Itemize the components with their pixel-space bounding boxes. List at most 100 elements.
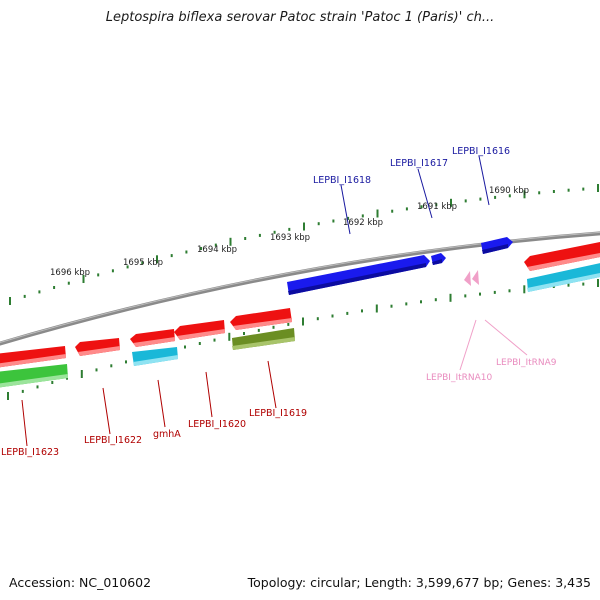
gene-label-LEPBI_I1620[interactable]: LEPBI_I1620 bbox=[188, 419, 246, 430]
scale-tick-minor bbox=[273, 230, 276, 234]
scale-tick-minor bbox=[198, 342, 201, 345]
label-leader bbox=[157, 379, 166, 428]
scale-tick-minor bbox=[125, 360, 127, 364]
gene-label-LEPBI_I1619[interactable]: LEPBI_I1619 bbox=[249, 408, 307, 419]
scale-tick-major bbox=[597, 184, 599, 192]
scale-tick-minor bbox=[21, 389, 24, 393]
scale-tick-minor bbox=[213, 338, 216, 342]
scale-tick-minor bbox=[420, 205, 423, 209]
scale-tick-minor bbox=[272, 325, 275, 329]
scale-tick-minor bbox=[66, 376, 68, 380]
scale-tick-major bbox=[376, 209, 379, 218]
reverse-gene-gmhA[interactable] bbox=[130, 329, 175, 347]
genome-backbone bbox=[0, 231, 600, 346]
trna-arrow-LEPBI_ItRNA10[interactable] bbox=[464, 271, 471, 286]
scale-tick-minor bbox=[243, 332, 245, 335]
scale-tick-minor bbox=[390, 304, 393, 308]
scale-tick-major bbox=[7, 392, 9, 400]
scale-tick-minor bbox=[479, 197, 482, 201]
gene-label-LEPBI_I1622[interactable]: LEPBI_I1622 bbox=[84, 435, 142, 446]
scale-tick-minor bbox=[582, 282, 585, 286]
trna-label-LEPBI_ItRNA9[interactable]: LEPBI_ItRNA9 bbox=[496, 358, 557, 368]
cyan-feature-right-edge[interactable] bbox=[527, 262, 600, 292]
scale-label: 1695 kbp bbox=[123, 258, 163, 268]
scale-tick-minor bbox=[287, 322, 290, 326]
trna-label-LEPBI_ItRNA10[interactable]: LEPBI_ItRNA10 bbox=[426, 373, 493, 383]
scale-tick-major bbox=[450, 198, 452, 207]
scale-tick-minor bbox=[214, 243, 217, 247]
topology-text: Topology: circular; Length: 3,599,677 bp… bbox=[247, 575, 591, 590]
label-leader bbox=[21, 399, 28, 447]
scale-tick-major bbox=[523, 285, 526, 294]
scale-label: 1692 kbp bbox=[343, 218, 383, 228]
gene-label-LEPBI_I1617[interactable]: LEPBI_I1617 bbox=[390, 158, 448, 169]
reverse-gene-LEPBI_I1620[interactable] bbox=[174, 320, 225, 340]
scale-tick-minor bbox=[361, 214, 364, 218]
scale-tick-minor bbox=[391, 209, 394, 213]
scale-tick-minor bbox=[316, 317, 319, 321]
scale-tick-minor bbox=[185, 250, 188, 254]
scale-tick-minor bbox=[110, 364, 113, 368]
label-leader bbox=[459, 319, 477, 371]
scale-tick-minor bbox=[494, 195, 497, 199]
scale-tick-major bbox=[597, 279, 599, 287]
reverse-gene-LEPBI_I1623[interactable] bbox=[0, 346, 66, 368]
scale-tick-minor bbox=[567, 188, 570, 192]
reverse-gene-right-edge[interactable] bbox=[524, 241, 600, 271]
scale-tick-minor bbox=[347, 216, 350, 220]
label-leader bbox=[340, 184, 351, 235]
scale-label: 1694 kbp bbox=[197, 245, 237, 255]
olive-feature[interactable] bbox=[232, 328, 295, 350]
scale-tick-minor bbox=[67, 281, 70, 285]
scale-tick-minor bbox=[97, 273, 100, 277]
reverse-gene-LEPBI_I1619[interactable] bbox=[230, 308, 292, 330]
scale-tick-minor bbox=[508, 194, 511, 198]
scale-tick-minor bbox=[567, 283, 570, 287]
forward-gene-LEPBI_I1616[interactable] bbox=[481, 237, 513, 254]
scale-tick-minor bbox=[464, 294, 467, 298]
scale-tick-minor bbox=[126, 265, 129, 269]
scale-tick-minor bbox=[332, 219, 335, 223]
gene-label-LEPBI_I1623[interactable]: LEPBI_I1623 bbox=[1, 447, 59, 458]
scale-tick-minor bbox=[582, 187, 585, 191]
scale-tick-minor bbox=[508, 289, 511, 293]
label-leader bbox=[205, 371, 213, 418]
scale-tick-major bbox=[229, 237, 232, 246]
scale-tick-major bbox=[156, 255, 158, 264]
scale-tick-major bbox=[449, 293, 452, 302]
genome-backbone-highlight bbox=[0, 231, 600, 344]
forward-gene-LEPBI_I1617[interactable] bbox=[431, 253, 446, 265]
scale-tick-major bbox=[80, 370, 83, 378]
gene-label-gmhA[interactable]: gmhA bbox=[153, 429, 181, 440]
label-leader bbox=[484, 319, 528, 356]
cyan-feature[interactable] bbox=[132, 347, 178, 366]
scale-tick-minor bbox=[346, 311, 349, 315]
map-title: Leptospira biflexa serovar Patoc strain … bbox=[105, 10, 495, 25]
gene-label-LEPBI_I1616[interactable]: LEPBI_I1616 bbox=[452, 146, 510, 157]
scale-tick-minor bbox=[479, 292, 481, 296]
scale-label: 1696 kbp bbox=[50, 268, 90, 278]
scale-tick-minor bbox=[23, 294, 26, 298]
scale-tick-major bbox=[303, 222, 305, 231]
accession-text: Accession: NC_010602 bbox=[9, 575, 152, 590]
scale-tick-major bbox=[9, 297, 11, 305]
scale-tick-minor bbox=[257, 328, 260, 332]
trna-arrow-LEPBI_ItRNA9[interactable] bbox=[472, 270, 479, 285]
scale-tick-major bbox=[302, 317, 304, 326]
scale-tick-minor bbox=[111, 269, 114, 273]
green-feature[interactable] bbox=[0, 364, 68, 388]
label-leader bbox=[478, 155, 490, 206]
forward-gene-LEPBI_I1618[interactable] bbox=[287, 255, 430, 295]
scale-tick-major bbox=[375, 304, 378, 313]
gene-label-LEPBI_I1618[interactable]: LEPBI_I1618 bbox=[313, 175, 371, 186]
scale-tick-minor bbox=[288, 227, 291, 231]
scale-ticks-lower bbox=[7, 279, 599, 400]
scale-tick-minor bbox=[405, 302, 408, 306]
scale-tick-minor bbox=[464, 199, 467, 203]
reverse-gene-LEPBI_I1622[interactable] bbox=[75, 338, 120, 356]
scale-tick-minor bbox=[200, 247, 203, 250]
scale-tick-major bbox=[523, 190, 526, 199]
scale-tick-minor bbox=[420, 300, 422, 304]
scale-tick-minor bbox=[95, 368, 98, 372]
label-leader bbox=[102, 387, 111, 435]
